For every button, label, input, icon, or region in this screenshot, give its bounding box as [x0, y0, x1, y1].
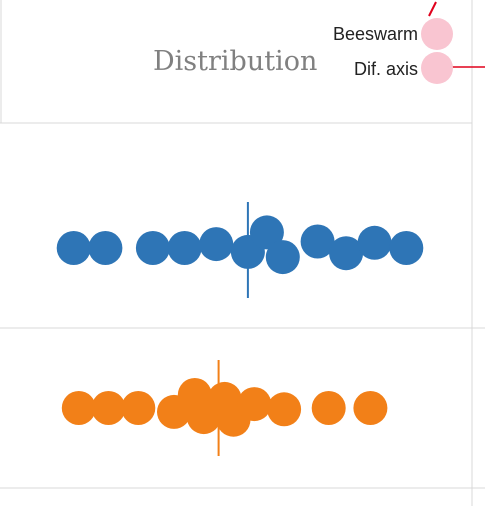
data-point-0-9	[329, 236, 364, 271]
data-point-0-2	[135, 231, 170, 265]
data-point-1-10	[311, 391, 346, 425]
chart-title: Distribution	[153, 46, 317, 77]
data-point-1-1	[91, 391, 126, 425]
data-point-1-11	[353, 391, 388, 425]
data-point-1-8	[237, 387, 272, 422]
data-point-1-0	[61, 391, 96, 425]
option-dif-axis-label: Dif. axis	[354, 59, 418, 79]
data-point-0-11	[389, 231, 424, 265]
data-point-0-3	[167, 231, 202, 265]
data-point-1-2	[121, 391, 156, 425]
beeswarm-panel-blue	[56, 202, 424, 298]
option-beeswarm[interactable]: Beeswarm	[333, 18, 453, 50]
data-point-0-10	[357, 225, 392, 260]
option-beeswarm-label: Beeswarm	[333, 24, 418, 44]
option-dif-axis-toggle[interactable]	[421, 52, 453, 84]
beeswarm-panel-orange	[61, 360, 388, 456]
data-point-0-8	[300, 224, 335, 259]
option-beeswarm-toggle[interactable]	[421, 18, 453, 50]
option-connector-beeswarm	[428, 1, 437, 17]
data-point-0-4	[199, 227, 234, 262]
data-point-0-7	[265, 240, 300, 275]
data-point-0-6	[249, 215, 284, 250]
data-point-0-0	[56, 231, 91, 265]
data-point-0-1	[88, 231, 123, 265]
option-dif-axis[interactable]: Dif. axis	[354, 52, 453, 84]
data-point-1-9	[267, 392, 302, 427]
